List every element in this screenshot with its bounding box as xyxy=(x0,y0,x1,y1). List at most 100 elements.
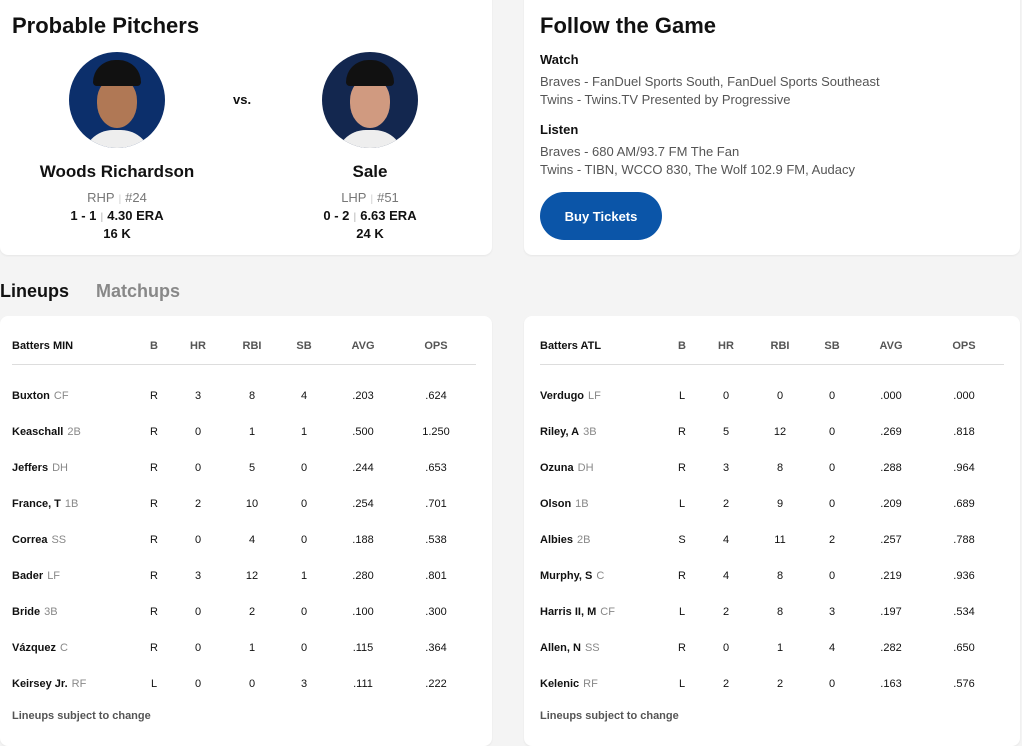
stat-cell: .000 xyxy=(953,390,975,402)
stat-cell: R xyxy=(678,462,686,474)
probable-pitchers-card: Probable Pitchers vs. Woods Richardson R… xyxy=(0,0,492,255)
vs-label: vs. xyxy=(233,92,252,107)
divider xyxy=(12,364,476,365)
stat-cell: 3 xyxy=(300,678,308,690)
stat-cell: R xyxy=(150,642,158,654)
batter-name[interactable]: Riley, A xyxy=(540,426,580,438)
stat-cell: 12 xyxy=(773,426,787,438)
stat-cell: 1 xyxy=(300,426,308,438)
table-row: Kelenic RF L 2 2 0 .163 .576 xyxy=(524,674,1008,694)
batter-name[interactable]: Buxton xyxy=(12,390,50,402)
pitcher-hand: LHP xyxy=(341,190,367,205)
stat-cell: 10 xyxy=(245,498,259,510)
batter-name[interactable]: Harris II, M xyxy=(540,606,597,618)
probable-pitchers-title: Probable Pitchers xyxy=(12,13,200,38)
batter-name[interactable]: France, T xyxy=(12,498,61,510)
stat-cell: .936 xyxy=(953,570,975,582)
stat-cell: 1 xyxy=(248,642,256,654)
batter-position: DH xyxy=(52,462,68,474)
batter-name[interactable]: Keirsey Jr. xyxy=(12,678,68,690)
pitcher-name[interactable]: Woods Richardson xyxy=(39,162,195,181)
table-row: Jeffers DH R 0 5 0 .244 .653 xyxy=(0,458,480,478)
batter-name[interactable]: Vázquez xyxy=(12,642,57,654)
team-batters-title: Batters ATL xyxy=(540,340,602,352)
column-header: RBI xyxy=(242,340,262,352)
batter-position: 3B xyxy=(44,606,58,618)
stat-cell: 1 xyxy=(300,570,308,582)
stat-cell: 1 xyxy=(248,426,256,438)
stat-cell: L xyxy=(678,498,686,510)
batter-position: LF xyxy=(47,570,61,582)
stat-cell: 0 xyxy=(194,426,202,438)
column-header: B xyxy=(678,340,686,352)
batter-name[interactable]: Olson xyxy=(540,498,572,510)
stat-cell: 0 xyxy=(300,642,308,654)
stat-cell: 0 xyxy=(722,390,730,402)
table-row: Ozuna DH R 3 8 0 .288 .964 xyxy=(524,458,1008,478)
batter-name[interactable]: Bride xyxy=(12,606,41,618)
lineup-note: Lineups subject to change xyxy=(12,710,151,722)
batter-position: SS xyxy=(51,534,67,546)
stat-cell: .364 xyxy=(425,642,447,654)
stat-cell: .197 xyxy=(880,606,902,618)
lineup-header: Batters MIN B HR RBI SB AVG OPS xyxy=(0,336,480,356)
batter-name[interactable]: Ozuna xyxy=(540,462,574,474)
pitcher-photo[interactable] xyxy=(69,52,165,148)
pitcher-name[interactable]: Sale xyxy=(352,162,388,181)
table-row: Harris II, M CF L 2 8 3 .197 .534 xyxy=(524,602,1008,622)
stat-cell: 2 xyxy=(828,534,836,546)
batter-name[interactable]: Correa xyxy=(12,534,48,546)
buy-tickets-button[interactable]: Buy Tickets xyxy=(540,192,662,240)
stat-cell: 5 xyxy=(248,462,256,474)
stat-cell: 2 xyxy=(722,498,730,510)
column-header: AVG xyxy=(879,340,903,352)
stat-cell: S xyxy=(678,534,686,546)
listen-braves: Braves - 680 AM/93.7 FM The Fan xyxy=(540,144,740,159)
stat-cell: R xyxy=(150,570,158,582)
batter-name[interactable]: Bader xyxy=(12,570,44,582)
stat-cell: .288 xyxy=(880,462,902,474)
stat-cell: 8 xyxy=(776,462,784,474)
stat-cell: 0 xyxy=(248,678,256,690)
batter-name[interactable]: Allen, N xyxy=(540,642,581,654)
batter-name[interactable]: Murphy, S xyxy=(540,570,593,582)
batter-name[interactable]: Jeffers xyxy=(12,462,49,474)
column-header: AVG xyxy=(351,340,375,352)
tab-lineups[interactable]: Lineups xyxy=(0,281,70,301)
stat-cell: .115 xyxy=(352,642,374,654)
pitcher-era: 6.63 ERA xyxy=(360,208,417,223)
stat-cell: 0 xyxy=(828,678,836,690)
batter-name[interactable]: Verdugo xyxy=(540,390,585,402)
stat-cell: .222 xyxy=(425,678,447,690)
stat-cell: 9 xyxy=(776,498,784,510)
watch-braves: Braves - FanDuel Sports South, FanDuel S… xyxy=(540,74,880,89)
stat-cell: 1 xyxy=(776,642,784,654)
batter-position: SS xyxy=(584,642,600,654)
stat-cell: .111 xyxy=(353,678,373,690)
pitcher-era: 4.30 ERA xyxy=(107,208,164,223)
table-row: Bride 3B R 0 2 0 .100 .300 xyxy=(0,602,480,622)
batter-name[interactable]: Kelenic xyxy=(540,678,580,690)
stat-cell: 0 xyxy=(828,498,836,510)
column-header: OPS xyxy=(424,340,448,352)
stat-cell: .650 xyxy=(953,642,975,654)
batter-name[interactable]: Keaschall xyxy=(12,426,64,438)
stat-cell: L xyxy=(150,678,158,690)
pitcher-strikeouts: 16 K xyxy=(103,226,131,241)
stat-cell: .203 xyxy=(352,390,374,402)
stat-cell: .534 xyxy=(953,606,975,618)
table-row: Vázquez C R 0 1 0 .115 .364 xyxy=(0,638,480,658)
pitcher-photo[interactable] xyxy=(322,52,418,148)
stat-cell: 0 xyxy=(194,462,202,474)
stat-cell: 2 xyxy=(248,606,256,618)
watch-twins: Twins - Twins.TV Presented by Progressiv… xyxy=(540,92,791,107)
table-row: Murphy, S C R 4 8 0 .219 .936 xyxy=(524,566,1008,586)
tab-matchups[interactable]: Matchups xyxy=(96,281,181,301)
stat-cell: 0 xyxy=(194,642,202,654)
stat-cell: 0 xyxy=(194,534,202,546)
batter-position: 3B xyxy=(583,426,597,438)
batter-position: 1B xyxy=(64,498,79,510)
batter-name[interactable]: Albies xyxy=(540,534,574,546)
stat-cell: R xyxy=(678,570,686,582)
stat-cell: .300 xyxy=(425,606,447,618)
